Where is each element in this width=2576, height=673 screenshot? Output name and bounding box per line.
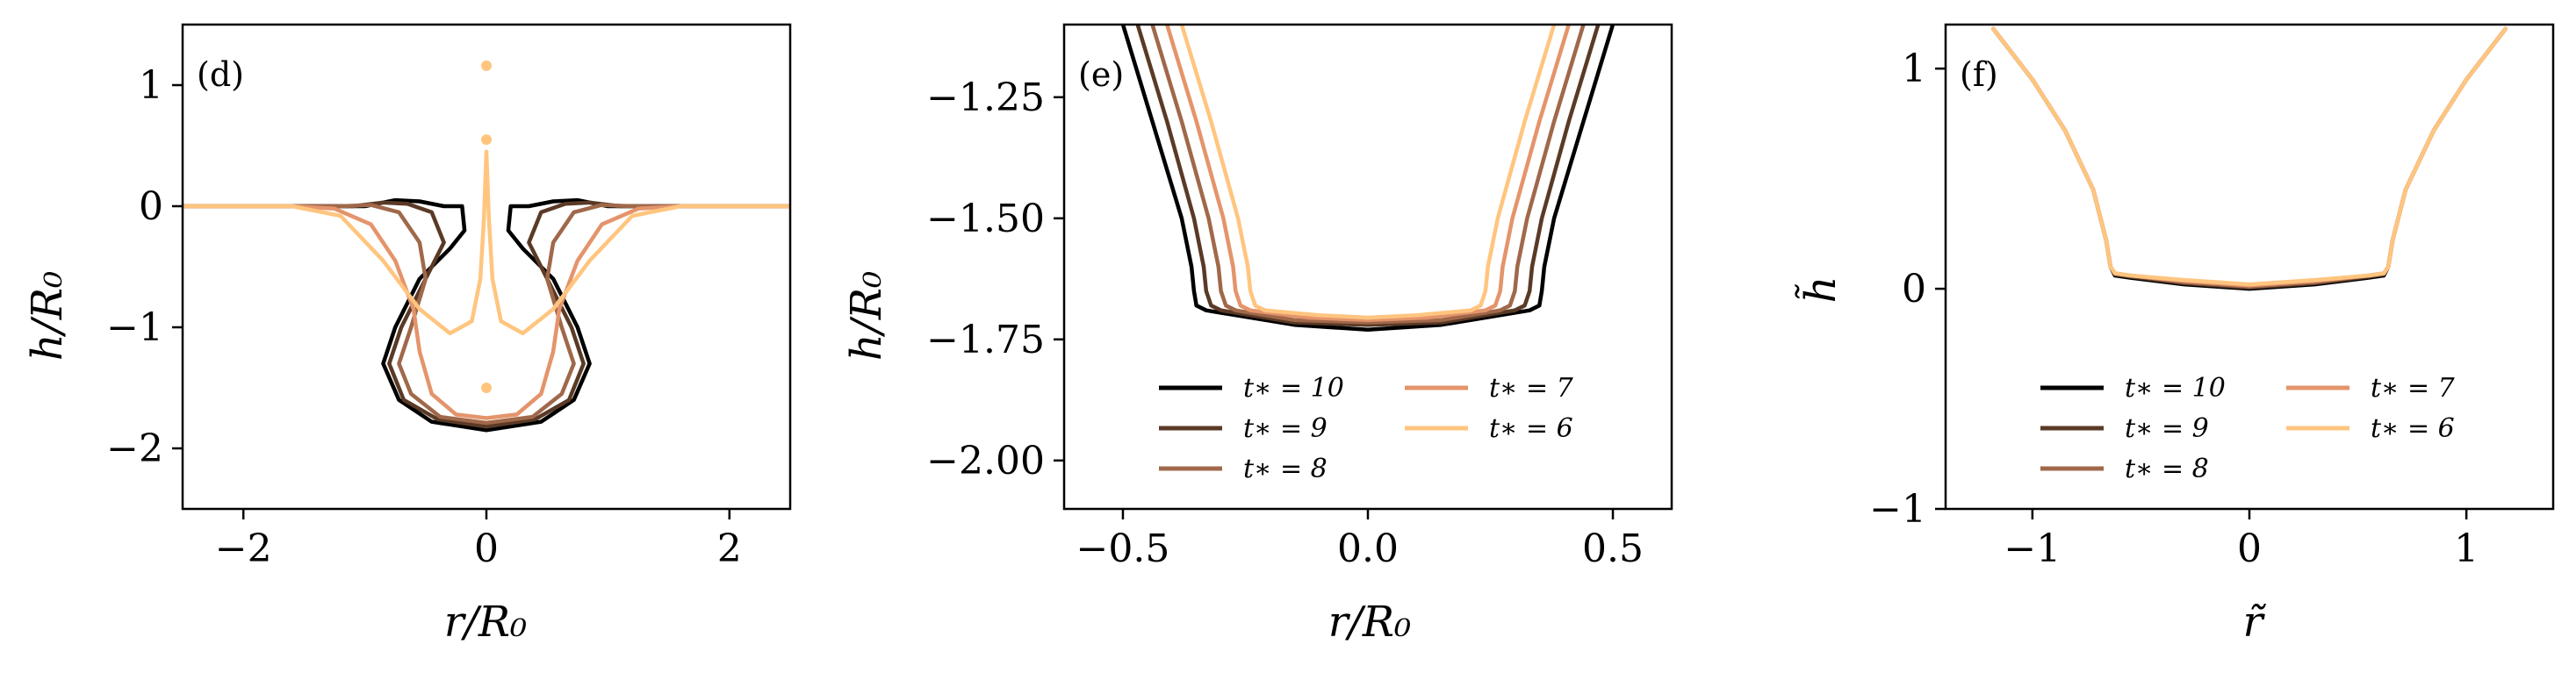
- droplet-marker: [481, 134, 492, 146]
- y-tick-label: −1: [106, 305, 163, 350]
- legend-label: t∗ = 9: [1243, 413, 1328, 444]
- ylabel-e: h/R₀: [842, 271, 891, 361]
- x-tick-label: −0.5: [1076, 526, 1170, 571]
- legend-label: t∗ = 10: [1243, 373, 1344, 404]
- series-line-t10: [1120, 25, 1615, 333]
- series-line-t7: [1164, 25, 1572, 322]
- legend-label: t∗ = 6: [1489, 413, 1573, 444]
- legend-label: t∗ = 8: [1243, 454, 1328, 484]
- panel-tag-f: (f): [1960, 55, 1998, 94]
- legend-label: t∗ = 7: [1489, 373, 1574, 404]
- x-tick-label: −2: [215, 526, 272, 571]
- series-line-t9: [183, 200, 790, 429]
- x-tick-label: 2: [717, 526, 742, 571]
- panel-d: (d) r/R₀ h/R₀ −2 0 2 1 0 −1 −2: [23, 23, 792, 647]
- legend-label: t∗ = 7: [2371, 373, 2456, 404]
- plot-area-e: [1120, 25, 1615, 333]
- panel-tag-d: (d): [197, 55, 244, 94]
- series-line-t8: [1150, 25, 1586, 325]
- xlabel-d: r/R₀: [444, 598, 528, 647]
- panel-tag-e: (e): [1078, 55, 1124, 94]
- x-tick-label: 1: [2454, 526, 2479, 571]
- series-line-t6: [1179, 25, 1557, 320]
- legend-label: t∗ = 10: [2125, 373, 2226, 404]
- y-tick-label: −1.25: [926, 75, 1045, 120]
- y-tick-label: −1.50: [926, 197, 1045, 241]
- plot-area-f: [1991, 26, 2508, 291]
- x-tick-label: 0: [474, 526, 499, 571]
- y-tick-label: −1: [1869, 487, 1926, 532]
- ylabel-d: h/R₀: [23, 271, 72, 361]
- x-tick-label: 0: [2237, 526, 2262, 571]
- plot-area-d: [183, 60, 790, 433]
- y-tick-label: 0: [1902, 267, 1926, 311]
- droplet-marker: [481, 60, 492, 71]
- x-tick-label: −1: [2004, 526, 2061, 571]
- legend-f: t∗ = 10 t∗ = 9 t∗ = 8 t∗ = 7 t∗ = 6: [2040, 373, 2456, 484]
- legend-label: t∗ = 6: [2371, 413, 2455, 444]
- series-line-t10: [183, 197, 790, 433]
- droplet-marker: [481, 383, 492, 393]
- series-line-t6: [183, 149, 790, 336]
- series-line-t9: [1135, 25, 1601, 327]
- y-tick-label: 0: [139, 184, 163, 229]
- y-tick-label: −2.00: [926, 439, 1045, 483]
- legend-label: t∗ = 9: [2125, 413, 2209, 444]
- y-tick-label: 1: [1902, 47, 1926, 91]
- ylabel-f: h̃: [1794, 276, 1846, 304]
- series-line-t6: [1991, 26, 2508, 287]
- x-tick-label: 0.0: [1337, 526, 1399, 571]
- y-tick-label: −2: [106, 426, 163, 471]
- legend-e: t∗ = 10 t∗ = 9 t∗ = 8 t∗ = 7 t∗ = 6: [1159, 373, 1574, 484]
- series-line-t7: [183, 204, 790, 420]
- panel-f: (f) r̃ h̃ −1 0 110−1t∗ = 10t∗ = 9t∗ = 8t∗ …: [1794, 23, 2555, 647]
- xlabel-f: r̃: [2243, 598, 2267, 647]
- series-line-t8: [183, 203, 790, 426]
- xlabel-e: r/R₀: [1328, 598, 1412, 647]
- legend-label: t∗ = 8: [2125, 454, 2209, 484]
- y-tick-label: −1.75: [926, 318, 1045, 362]
- y-tick-label: 1: [139, 63, 163, 108]
- x-tick-label: 0.5: [1582, 526, 1644, 571]
- panel-e: (e) r/R₀ h/R₀ −0.5 0.0 0.5 −1.25 −1.50 −1.75 −…: [842, 23, 1673, 647]
